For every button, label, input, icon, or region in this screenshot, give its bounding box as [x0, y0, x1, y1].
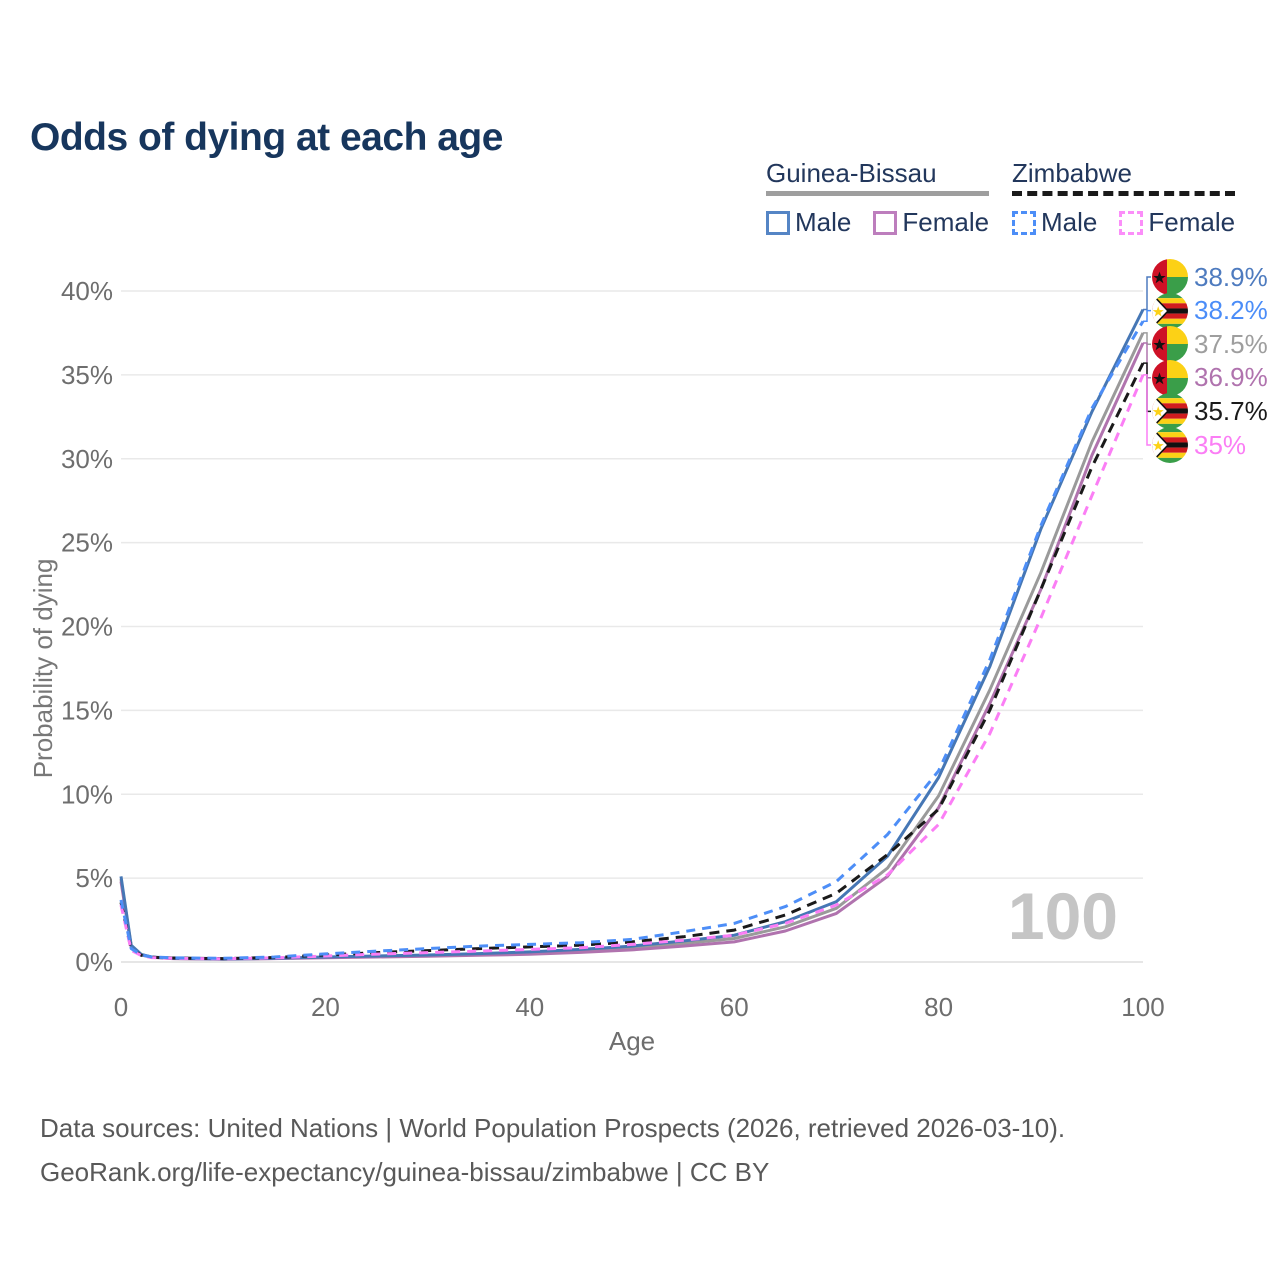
legend-toggle-guinea-bissau-male[interactable]: Male: [766, 207, 851, 238]
y-tick-label-35: 35%: [61, 360, 113, 390]
legend: Guinea-Bissau Male Female Zimbabwe Male: [0, 0, 1280, 250]
guinea-bissau-flag-icon: [1152, 326, 1188, 363]
legend-country-label: Guinea-Bissau: [766, 158, 937, 188]
zimbabwe-flag-icon: [1152, 292, 1188, 329]
y-tick-label-0: 0%: [75, 947, 113, 977]
end-label-connector: [1143, 342, 1151, 379]
end-label-connector: [1143, 374, 1151, 446]
y-tick-label-15: 15%: [61, 695, 113, 725]
end-label-value: 35.7%: [1194, 395, 1268, 426]
x-axis-title: Age: [609, 1026, 655, 1056]
legend-item-label: Female: [1148, 207, 1236, 237]
series-line-zimbabwe-male: [119, 320, 1145, 960]
checkbox-icon[interactable]: [1119, 210, 1144, 235]
end-label-connector: [1143, 309, 1151, 322]
legend-item-label: Male: [1041, 207, 1098, 237]
guinea-bissau-flag-icon: [1152, 259, 1188, 295]
end-label-zimbabwe-total: 35.7%: [1152, 393, 1268, 430]
end-label-zimbabwe-female: 35%: [1152, 427, 1246, 463]
checkbox-icon[interactable]: [766, 210, 790, 235]
end-label-value: 37.5%: [1194, 328, 1268, 359]
legend-linestyle-zimbabwe: [1012, 191, 1236, 196]
x-tick-label-80: 80: [924, 992, 953, 1022]
end-label-connector: [1143, 276, 1151, 311]
series-line-zimbabwe-total: [119, 362, 1145, 961]
y-tick-label-20: 20%: [61, 612, 113, 642]
legend-toggle-zimbabwe-male[interactable]: Male: [1012, 207, 1097, 238]
legend-country-label: Zimbabwe: [1012, 158, 1132, 188]
zimbabwe-flag-icon: [1152, 393, 1188, 430]
end-label-zimbabwe-male: 38.2%: [1152, 292, 1268, 329]
legend-toggle-zimbabwe-female[interactable]: Female: [1119, 207, 1235, 238]
checkbox-icon[interactable]: [873, 210, 898, 235]
y-tick-label-25: 25%: [61, 528, 113, 558]
end-label-connector: [1143, 332, 1151, 345]
end-label-guinea-bissau-female: 36.9%: [1152, 359, 1268, 396]
series-line-zimbabwe-female: [119, 374, 1145, 961]
checkbox-icon[interactable]: [1012, 210, 1036, 235]
x-tick-label-20: 20: [311, 992, 340, 1022]
y-axis-title: Probability of dying: [28, 559, 58, 779]
x-tick-label-0: 0: [114, 992, 128, 1022]
data-source-text: Data sources: United Nations | World Pop…: [40, 1113, 1066, 1143]
series-line-guinea-bissau-total: [119, 332, 1145, 961]
age-counter-watermark: 100: [1007, 879, 1118, 953]
x-tick-label-40: 40: [515, 992, 544, 1022]
x-tick-label-100: 100: [1121, 992, 1164, 1022]
footer: Data sources: United Nations | World Pop…: [40, 1106, 1065, 1194]
legend-item-label: Female: [902, 207, 990, 237]
guinea-bissau-flag-icon: [1152, 359, 1188, 396]
legend-toggle-guinea-bissau-female[interactable]: Female: [873, 207, 989, 238]
series-line-guinea-bissau-male: [119, 308, 1145, 961]
end-label-value: 35%: [1194, 429, 1247, 460]
series-line-guinea-bissau-female: [119, 342, 1145, 961]
legend-item-label: Male: [795, 207, 852, 237]
page-title: Odds of dying at each age: [30, 116, 503, 160]
end-label-guinea-bissau-total: 37.5%: [1152, 326, 1268, 363]
x-tick-label-60: 60: [720, 992, 749, 1022]
legend-group-zimbabwe: Zimbabwe Male Female: [1012, 158, 1236, 238]
y-tick-label-5: 5%: [75, 863, 113, 893]
legend-linestyle-guinea-bissau: [766, 191, 990, 196]
y-tick-label-40: 40%: [61, 276, 113, 306]
end-label-value: 38.2%: [1194, 295, 1268, 326]
y-tick-label-30: 30%: [61, 444, 113, 474]
attribution-text: GeoRank.org/life-expectancy/guinea-bissa…: [40, 1157, 770, 1187]
end-label-value: 36.9%: [1194, 362, 1268, 393]
end-label-guinea-bissau-male: 38.9%: [1152, 259, 1268, 295]
zimbabwe-flag-icon: [1152, 427, 1188, 463]
end-label-value: 38.9%: [1194, 261, 1268, 292]
legend-group-guinea-bissau: Guinea-Bissau Male Female: [766, 158, 990, 238]
y-tick-label-10: 10%: [61, 779, 113, 809]
